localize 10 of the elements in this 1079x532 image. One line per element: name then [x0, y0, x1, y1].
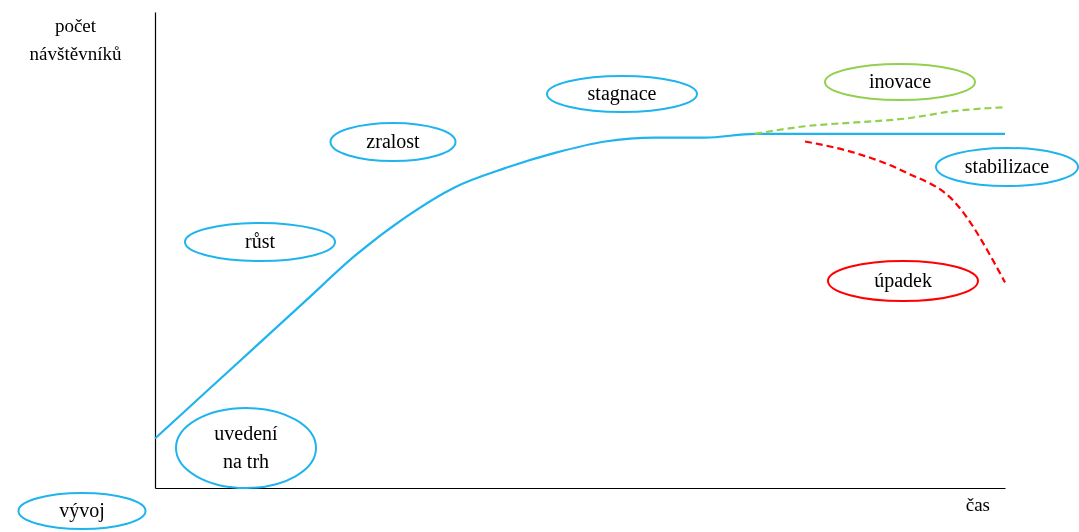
annotation: růst — [245, 230, 276, 252]
x-axis-title: čas — [965, 494, 990, 515]
text: inovace — [868, 70, 932, 92]
text: stagnace — [587, 82, 657, 105]
text: vývoj — [59, 499, 105, 522]
annotation: zralost — [366, 130, 421, 152]
annotation: stabilizace — [964, 155, 1050, 177]
annotation: úpadek — [874, 269, 932, 292]
annotation: uvedení na trh — [214, 422, 279, 472]
y-axis-title: počet návštěvníků — [29, 14, 122, 64]
